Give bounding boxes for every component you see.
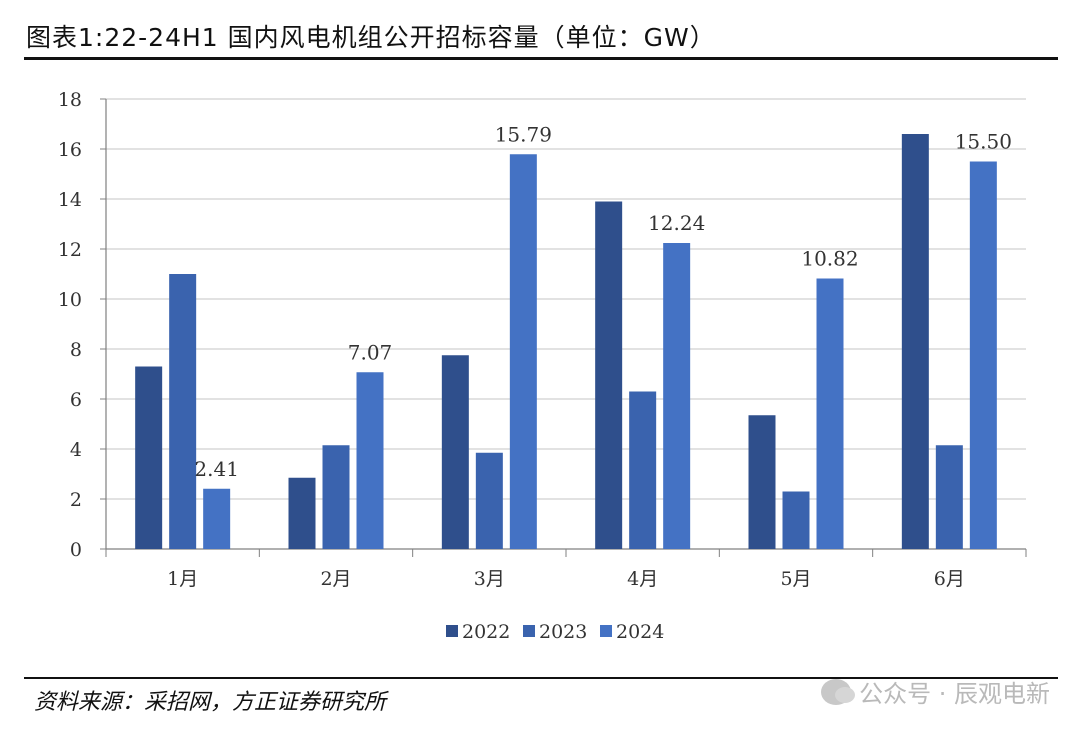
x-tick-label: 5月 [780,568,811,590]
legend-label-2022: 2022 [462,621,510,643]
legend-label-2024: 2024 [616,621,664,643]
y-tick-label: 14 [58,189,82,211]
bar-2022 [595,201,623,549]
y-tick-label: 0 [70,539,82,561]
legend: 2022 2023 2024 [446,621,664,643]
bar-2024 [356,372,384,549]
data-label-2024: 12.24 [648,211,705,235]
y-tick-label: 16 [58,139,82,161]
bar-2023 [169,274,197,549]
data-label-2024: 2.41 [194,457,239,481]
wechat-icon [821,678,856,705]
source-note: 资料来源：采招网，方正证券研究所 [34,690,387,715]
y-tick-label: 12 [58,239,82,261]
y-tick-label: 2 [70,489,82,511]
axes: 0 2 4 6 8 10 12 14 16 18 1月 2月 3月 4月 5月 6月 [58,89,1027,590]
bottom-rule [24,677,1058,679]
legend-swatch-2023 [523,625,535,637]
bar-2024 [203,488,231,549]
x-tick-label: 2月 [320,568,351,590]
data-label-2024: 10.82 [801,247,858,271]
bar-2023 [629,391,657,549]
data-labels: 2.41 7.07 15.79 12.24 10.82 15.50 [194,122,1012,481]
y-tick-label: 6 [70,389,82,411]
bar-2023 [322,445,350,549]
bar-2023 [782,491,810,549]
y-tick-label: 10 [58,289,82,311]
bar-2024 [969,161,997,549]
bar-2022 [748,415,776,549]
bar-2022 [135,366,163,549]
data-label-2024: 7.07 [348,340,393,364]
data-label-2024: 15.79 [495,122,552,146]
data-label-2024: 15.50 [955,130,1012,154]
bar-2023 [935,445,963,549]
watermark: 公众号 · 辰观电新 [821,674,1050,709]
bar-2024 [663,243,691,549]
y-tick-label: 18 [58,89,82,111]
x-tick-label: 6月 [934,568,965,590]
gridlines [106,98,1026,500]
chart-title: 图表1:22-24H1 国内风电机组公开招标容量（单位：GW） [26,23,716,52]
y-tick-label: 8 [70,339,82,361]
bar-2024 [816,278,844,549]
legend-label-2023: 2023 [539,621,587,643]
y-tick-label: 4 [70,439,82,461]
bar-2022 [441,355,469,549]
legend-swatch-2022 [446,625,458,637]
watermark-text: 公众号 · 辰观电新 [859,680,1050,708]
x-tick-label: 4月 [627,568,658,590]
bars [135,134,997,549]
legend-swatch-2024 [600,625,612,637]
x-tick-label: 1月 [167,568,198,590]
bar-2022 [901,134,929,549]
bar-2023 [475,452,503,549]
bar-2024 [509,154,537,549]
x-tick-label: 3月 [474,568,505,590]
bar-2022 [288,477,316,549]
top-rule [24,57,1058,60]
